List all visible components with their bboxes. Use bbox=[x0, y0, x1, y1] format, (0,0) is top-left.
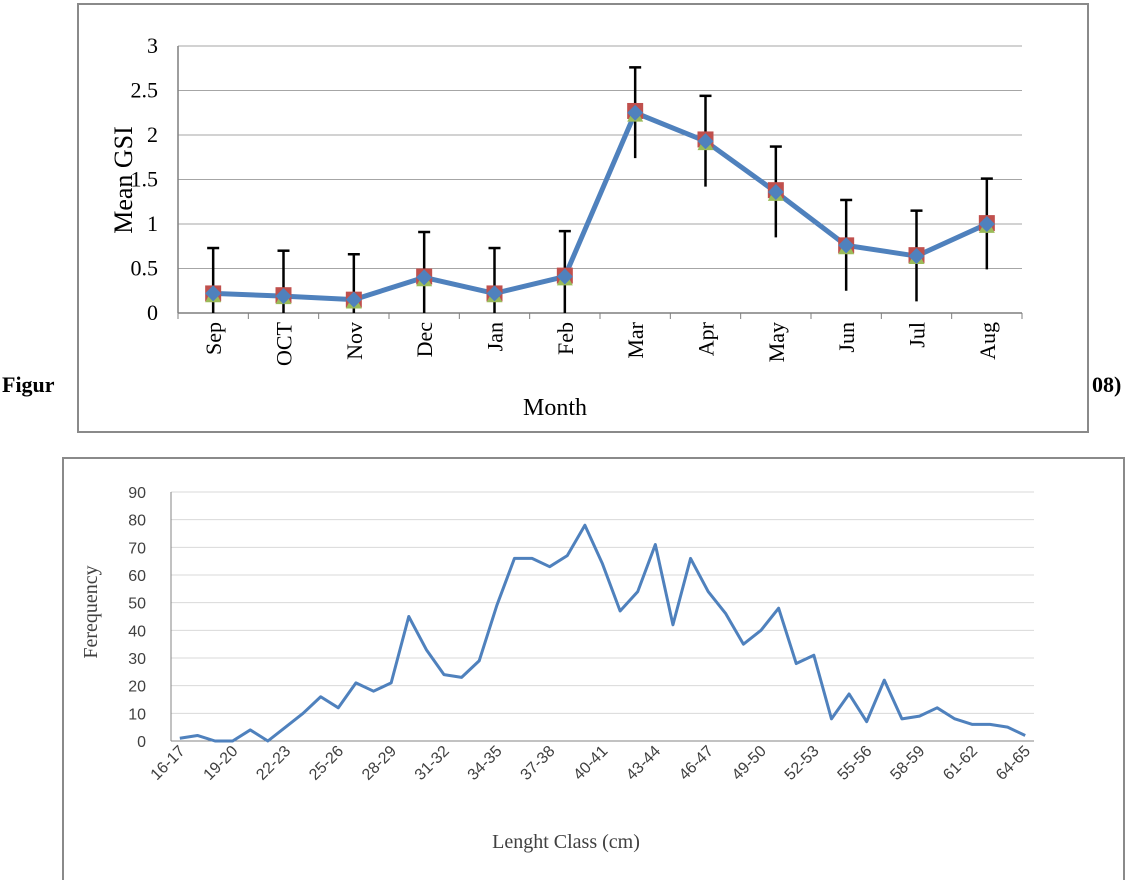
gsi-x-tick-label: Jul bbox=[905, 322, 930, 348]
freq-x-tick-label: 34-35 bbox=[465, 743, 506, 784]
gsi-diamond-marker bbox=[697, 133, 714, 150]
freq-x-axis-title: Lenght Class (cm) bbox=[492, 831, 640, 853]
freq-y-tick-label: 70 bbox=[128, 540, 146, 557]
freq-x-tick-label: 31-32 bbox=[412, 743, 453, 784]
gsi-diamond-marker bbox=[205, 285, 222, 302]
length-frequency-chart-frame bbox=[62, 457, 1125, 880]
gsi-diamond-marker bbox=[908, 248, 925, 265]
figure-caption-left: Figur bbox=[2, 372, 55, 397]
figure-caption-right: 08) bbox=[1092, 372, 1122, 397]
gsi-y-tick-label: 2.5 bbox=[131, 78, 159, 103]
gsi-x-tick-label: Nov bbox=[342, 322, 367, 360]
gsi-diamond-marker bbox=[556, 268, 573, 285]
gsi-x-tick-label: Jun bbox=[834, 322, 859, 353]
freq-y-tick-label: 0 bbox=[137, 734, 146, 751]
freq-x-tick-label: 61-62 bbox=[940, 743, 981, 784]
freq-y-tick-label: 80 bbox=[128, 513, 146, 530]
freq-x-tick-label: 16-17 bbox=[148, 743, 189, 784]
freq-x-tick-label: 46-47 bbox=[676, 743, 717, 784]
freq-y-tick-label: 50 bbox=[128, 596, 146, 613]
gsi-diamond-marker bbox=[345, 291, 362, 308]
freq-x-tick-label: 64-65 bbox=[993, 743, 1034, 784]
freq-y-tick-label: 30 bbox=[128, 651, 146, 668]
gsi-diamond-marker bbox=[416, 269, 433, 286]
freq-y-tick-label: 20 bbox=[128, 679, 146, 696]
gsi-chart-frame bbox=[77, 3, 1089, 433]
freq-x-tick-label: 52-53 bbox=[782, 743, 823, 784]
gsi-y-axis-title: Mean GSI bbox=[109, 126, 138, 234]
freq-x-tick-label: 28-29 bbox=[359, 743, 400, 784]
gsi-y-tick-label: 0.5 bbox=[131, 256, 159, 281]
freq-x-tick-label: 25-26 bbox=[306, 743, 347, 784]
gsi-x-tick-label: Feb bbox=[553, 322, 578, 355]
gsi-x-tick-label: Apr bbox=[694, 321, 719, 356]
gsi-diamond-marker bbox=[275, 288, 292, 305]
gsi-y-tick-label: 3 bbox=[147, 33, 158, 58]
freq-y-tick-label: 60 bbox=[128, 568, 146, 585]
gsi-x-tick-label: Jan bbox=[483, 322, 508, 351]
gsi-diamond-marker bbox=[767, 183, 784, 200]
freq-y-tick-label: 40 bbox=[128, 623, 146, 640]
gsi-series-line bbox=[213, 110, 988, 303]
gsi-y-tick-label: 2 bbox=[147, 122, 158, 147]
gsi-x-axis-title: Month bbox=[523, 395, 587, 421]
freq-x-tick-label: 19-20 bbox=[201, 743, 242, 784]
gsi-x-tick-label: Sep bbox=[201, 322, 226, 355]
gsi-diamond-marker bbox=[978, 216, 995, 232]
freq-x-tick-label: 55-56 bbox=[835, 743, 876, 784]
gsi-x-tick-label: Aug bbox=[975, 322, 1000, 360]
freq-y-axis-title: Ferequency bbox=[80, 565, 102, 658]
gsi-y-tick-label: 0 bbox=[147, 300, 158, 325]
freq-x-tick-label: 40-41 bbox=[570, 743, 611, 784]
gsi-diamond-marker bbox=[486, 285, 503, 302]
freq-x-tick-label: 43-44 bbox=[623, 743, 664, 784]
gsi-x-tick-label: OCT bbox=[272, 321, 297, 366]
gsi-y-tick-label: 1.5 bbox=[131, 167, 159, 192]
freq-series-line bbox=[179, 523, 1026, 743]
freq-x-tick-label: 22-23 bbox=[253, 743, 294, 784]
gsi-x-tick-label: Mar bbox=[623, 321, 648, 358]
gsi-x-tick-label: May bbox=[764, 322, 789, 362]
freq-y-tick-label: 90 bbox=[128, 485, 146, 502]
freq-y-tick-label: 10 bbox=[128, 706, 146, 723]
freq-x-tick-label: 49-50 bbox=[729, 743, 770, 784]
gsi-y-tick-label: 1 bbox=[147, 211, 158, 236]
gsi-diamond-marker bbox=[838, 237, 855, 254]
gsi-diamond-marker bbox=[627, 104, 644, 121]
freq-x-tick-label: 37-38 bbox=[518, 743, 559, 784]
gsi-x-tick-label: Dec bbox=[412, 322, 437, 358]
freq-x-tick-label: 58-59 bbox=[887, 743, 928, 784]
